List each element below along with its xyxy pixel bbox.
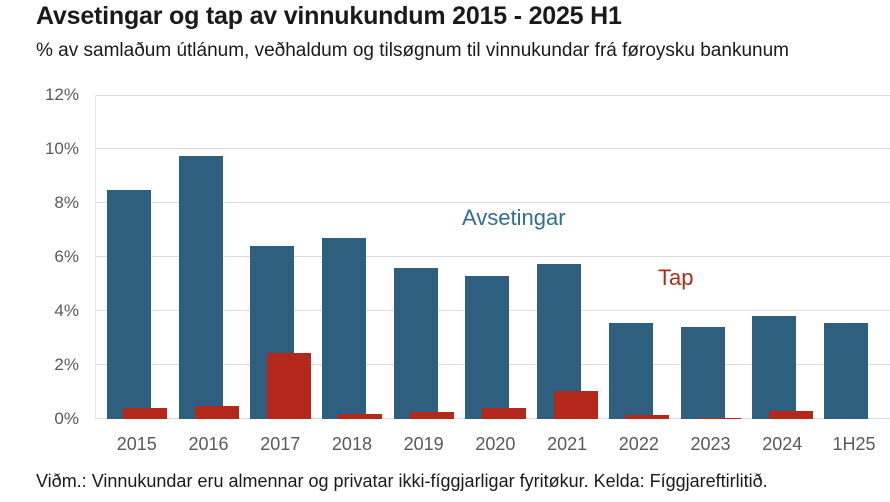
chart-subtitle: % av samlaðum útlánum, veðhaldum og tils… [36, 40, 789, 61]
y-axis-label: 10% [44, 139, 79, 158]
x-axis-label-2023: 2023 [690, 434, 731, 454]
bar-tap-2022 [625, 414, 670, 419]
y-axis-label: 6% [54, 247, 79, 266]
chart-title: Avsetingar og tap av vinnukundum 2015 - … [36, 2, 622, 30]
bar-avsetingar-2024 [752, 316, 797, 419]
gridline-8 [96, 202, 890, 203]
gridline-6 [96, 256, 890, 257]
bar-avsetingar-2016 [178, 155, 223, 419]
x-axis-label-2017: 2017 [260, 434, 301, 454]
series-label-tap: Tap [658, 265, 694, 290]
bar-tap-2018 [338, 413, 383, 419]
y-axis-label: 12% [44, 85, 79, 104]
y-axis-label: 0% [54, 409, 79, 428]
bar-avsetingar-2019 [393, 267, 438, 419]
bar-tap-2023 [697, 417, 742, 419]
bar-avsetingar-2022 [608, 323, 653, 419]
x-axis-label-2018: 2018 [331, 434, 372, 454]
bar-tap-2019 [410, 412, 455, 419]
series-label-avsetingar: Avsetingar [462, 205, 566, 230]
bar-tap-2021 [553, 390, 598, 419]
x-axis-label-2021: 2021 [547, 434, 588, 454]
bar-avsetingar-2023 [680, 327, 725, 419]
y-axis-label: 2% [54, 355, 79, 374]
x-axis-label-2016: 2016 [188, 434, 229, 454]
gridline-10 [96, 148, 890, 149]
bar-tap-2016 [195, 405, 240, 419]
bar-tap-2024 [768, 410, 813, 419]
x-axis-label-2020: 2020 [475, 434, 516, 454]
bar-avsetingar-1H25 [824, 323, 868, 419]
gridline-12 [96, 95, 890, 96]
x-axis-label-1H25: 1H25 [832, 434, 876, 454]
source-note: Viðm.: Vinnukundar eru almennar og priva… [36, 471, 768, 491]
x-axis-label-2019: 2019 [403, 434, 444, 454]
x-axis-label-2024: 2024 [762, 434, 803, 454]
bar-tap-2020 [481, 408, 526, 419]
x-axis-label-2015: 2015 [116, 434, 157, 454]
y-axis-label: 8% [54, 193, 79, 212]
bar-avsetingar-2020 [465, 275, 510, 419]
bar-tap-2017 [266, 352, 311, 419]
bar-avsetingar-2018 [321, 238, 366, 419]
bar-avsetingar-2015 [106, 189, 151, 419]
x-axis-label-2022: 2022 [618, 434, 659, 454]
bar-tap-2015 [123, 408, 168, 419]
plot-area: 0% 2% 4% 6% 8% 10% 12% 2015 2016 2017 2018 2019 2020… [45, 85, 890, 454]
y-axis-label: 4% [54, 301, 79, 320]
